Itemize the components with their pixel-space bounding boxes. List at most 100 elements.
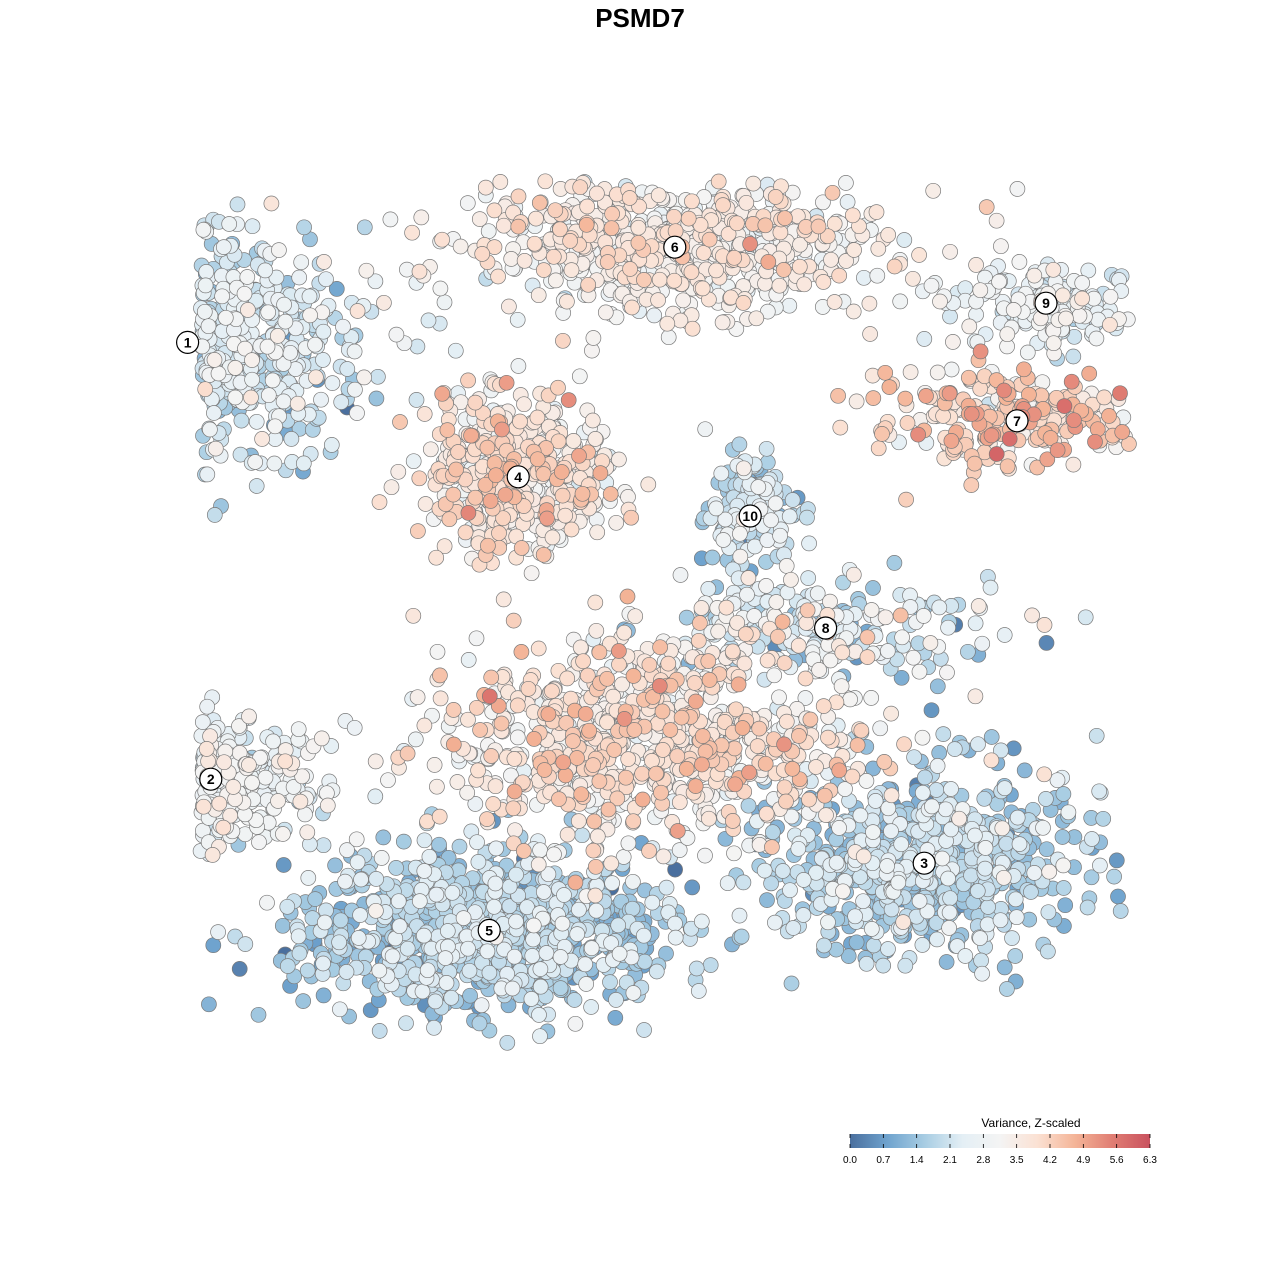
scatter-point bbox=[302, 307, 318, 324]
scatter-point bbox=[816, 937, 832, 954]
scatter-point bbox=[214, 288, 230, 305]
scatter-point bbox=[738, 194, 755, 211]
scatter-point bbox=[265, 733, 281, 750]
scatter-point bbox=[766, 667, 783, 684]
scatter-point bbox=[572, 639, 589, 656]
scatter-point bbox=[702, 957, 719, 973]
scatter-point bbox=[244, 371, 260, 388]
scatter-point bbox=[790, 840, 807, 857]
scatter-point bbox=[247, 454, 264, 470]
scatter-point bbox=[438, 975, 455, 991]
scatter-point bbox=[257, 769, 274, 786]
scatter-point bbox=[957, 948, 974, 964]
scatter-point bbox=[426, 757, 443, 773]
scatter-point bbox=[929, 678, 946, 695]
scatter-point bbox=[291, 269, 308, 286]
scatter-point bbox=[200, 318, 217, 335]
scatter-point bbox=[563, 521, 580, 538]
scatter-point bbox=[993, 238, 1009, 255]
scatter-point bbox=[870, 240, 887, 257]
scatter-point bbox=[667, 929, 684, 946]
scatter-point bbox=[610, 917, 627, 934]
scatter-point bbox=[349, 854, 366, 871]
scatter-point bbox=[763, 875, 779, 892]
scatter-point bbox=[266, 455, 283, 472]
scatter-point bbox=[588, 622, 605, 639]
scatter-point bbox=[455, 910, 472, 926]
scatter-point bbox=[523, 565, 540, 582]
scatter-point bbox=[388, 860, 404, 876]
scatter-point bbox=[557, 507, 574, 524]
scatter-point bbox=[244, 774, 260, 791]
scatter-point bbox=[259, 894, 275, 911]
scatter-point bbox=[1009, 181, 1026, 197]
scatter-point bbox=[644, 894, 661, 911]
scatter-point bbox=[217, 309, 234, 326]
scatter-point bbox=[883, 787, 900, 804]
scatter-point bbox=[684, 320, 701, 337]
scatter-point bbox=[411, 263, 428, 280]
scatter-point bbox=[886, 555, 903, 571]
scatter-point bbox=[740, 797, 757, 814]
scatter-point bbox=[772, 527, 788, 544]
scatter-point bbox=[437, 950, 454, 966]
scatter-point bbox=[460, 940, 476, 957]
scatter-point bbox=[408, 392, 425, 408]
scatter-point bbox=[784, 492, 801, 508]
scatter-point bbox=[929, 758, 946, 774]
scatter-point bbox=[368, 871, 385, 887]
scatter-point bbox=[905, 649, 922, 666]
scatter-point bbox=[380, 772, 396, 789]
scatter-point bbox=[1108, 852, 1125, 869]
scatter-point bbox=[589, 524, 606, 541]
scatter-point bbox=[856, 269, 872, 286]
scatter-point bbox=[292, 793, 309, 810]
scatter-point bbox=[1055, 880, 1072, 896]
scatter-point bbox=[331, 934, 347, 951]
scatter-point bbox=[995, 869, 1012, 886]
scatter-point bbox=[735, 460, 752, 477]
scatter-point bbox=[571, 368, 588, 385]
scatter-point bbox=[198, 741, 215, 757]
scatter-point bbox=[508, 913, 524, 930]
scatter-point bbox=[667, 915, 683, 932]
scatter-point bbox=[487, 778, 504, 795]
scatter-point bbox=[611, 945, 628, 962]
scatter-point bbox=[880, 227, 897, 243]
scatter-point bbox=[731, 436, 748, 453]
scatter-point bbox=[831, 267, 848, 284]
scatter-point bbox=[315, 352, 331, 368]
scatter-point bbox=[934, 850, 951, 867]
scatter-point bbox=[565, 433, 582, 449]
scatter-point bbox=[315, 955, 331, 972]
scatter-point bbox=[868, 204, 885, 220]
scatter-point bbox=[697, 847, 713, 864]
scatter-point bbox=[295, 455, 312, 472]
scatter-point bbox=[395, 833, 412, 850]
scatter-point bbox=[315, 837, 332, 854]
scatter-point bbox=[348, 831, 365, 848]
scatter-point bbox=[409, 338, 426, 355]
scatter-point bbox=[890, 874, 907, 891]
scatter-point bbox=[275, 857, 292, 873]
scatter-point bbox=[239, 269, 256, 285]
scatter-point bbox=[587, 431, 604, 447]
scatter-point bbox=[701, 810, 717, 827]
scatter-point bbox=[869, 267, 886, 284]
scatter-point bbox=[783, 975, 800, 992]
scatter-point bbox=[585, 330, 602, 346]
scatter-point bbox=[416, 832, 433, 849]
scatter-point bbox=[264, 372, 281, 389]
scatter-point bbox=[980, 899, 996, 915]
scatter-point bbox=[486, 898, 502, 915]
scatter-point bbox=[532, 961, 549, 977]
scatter-point bbox=[844, 207, 861, 224]
scatter-point bbox=[815, 274, 832, 290]
scatter-point bbox=[684, 193, 700, 210]
scatter-point bbox=[241, 757, 257, 773]
scatter-point bbox=[295, 993, 312, 1009]
scatter-point bbox=[353, 871, 369, 888]
scatter-point bbox=[451, 838, 468, 855]
scatter-point bbox=[846, 242, 862, 258]
scatter-point bbox=[974, 635, 991, 652]
